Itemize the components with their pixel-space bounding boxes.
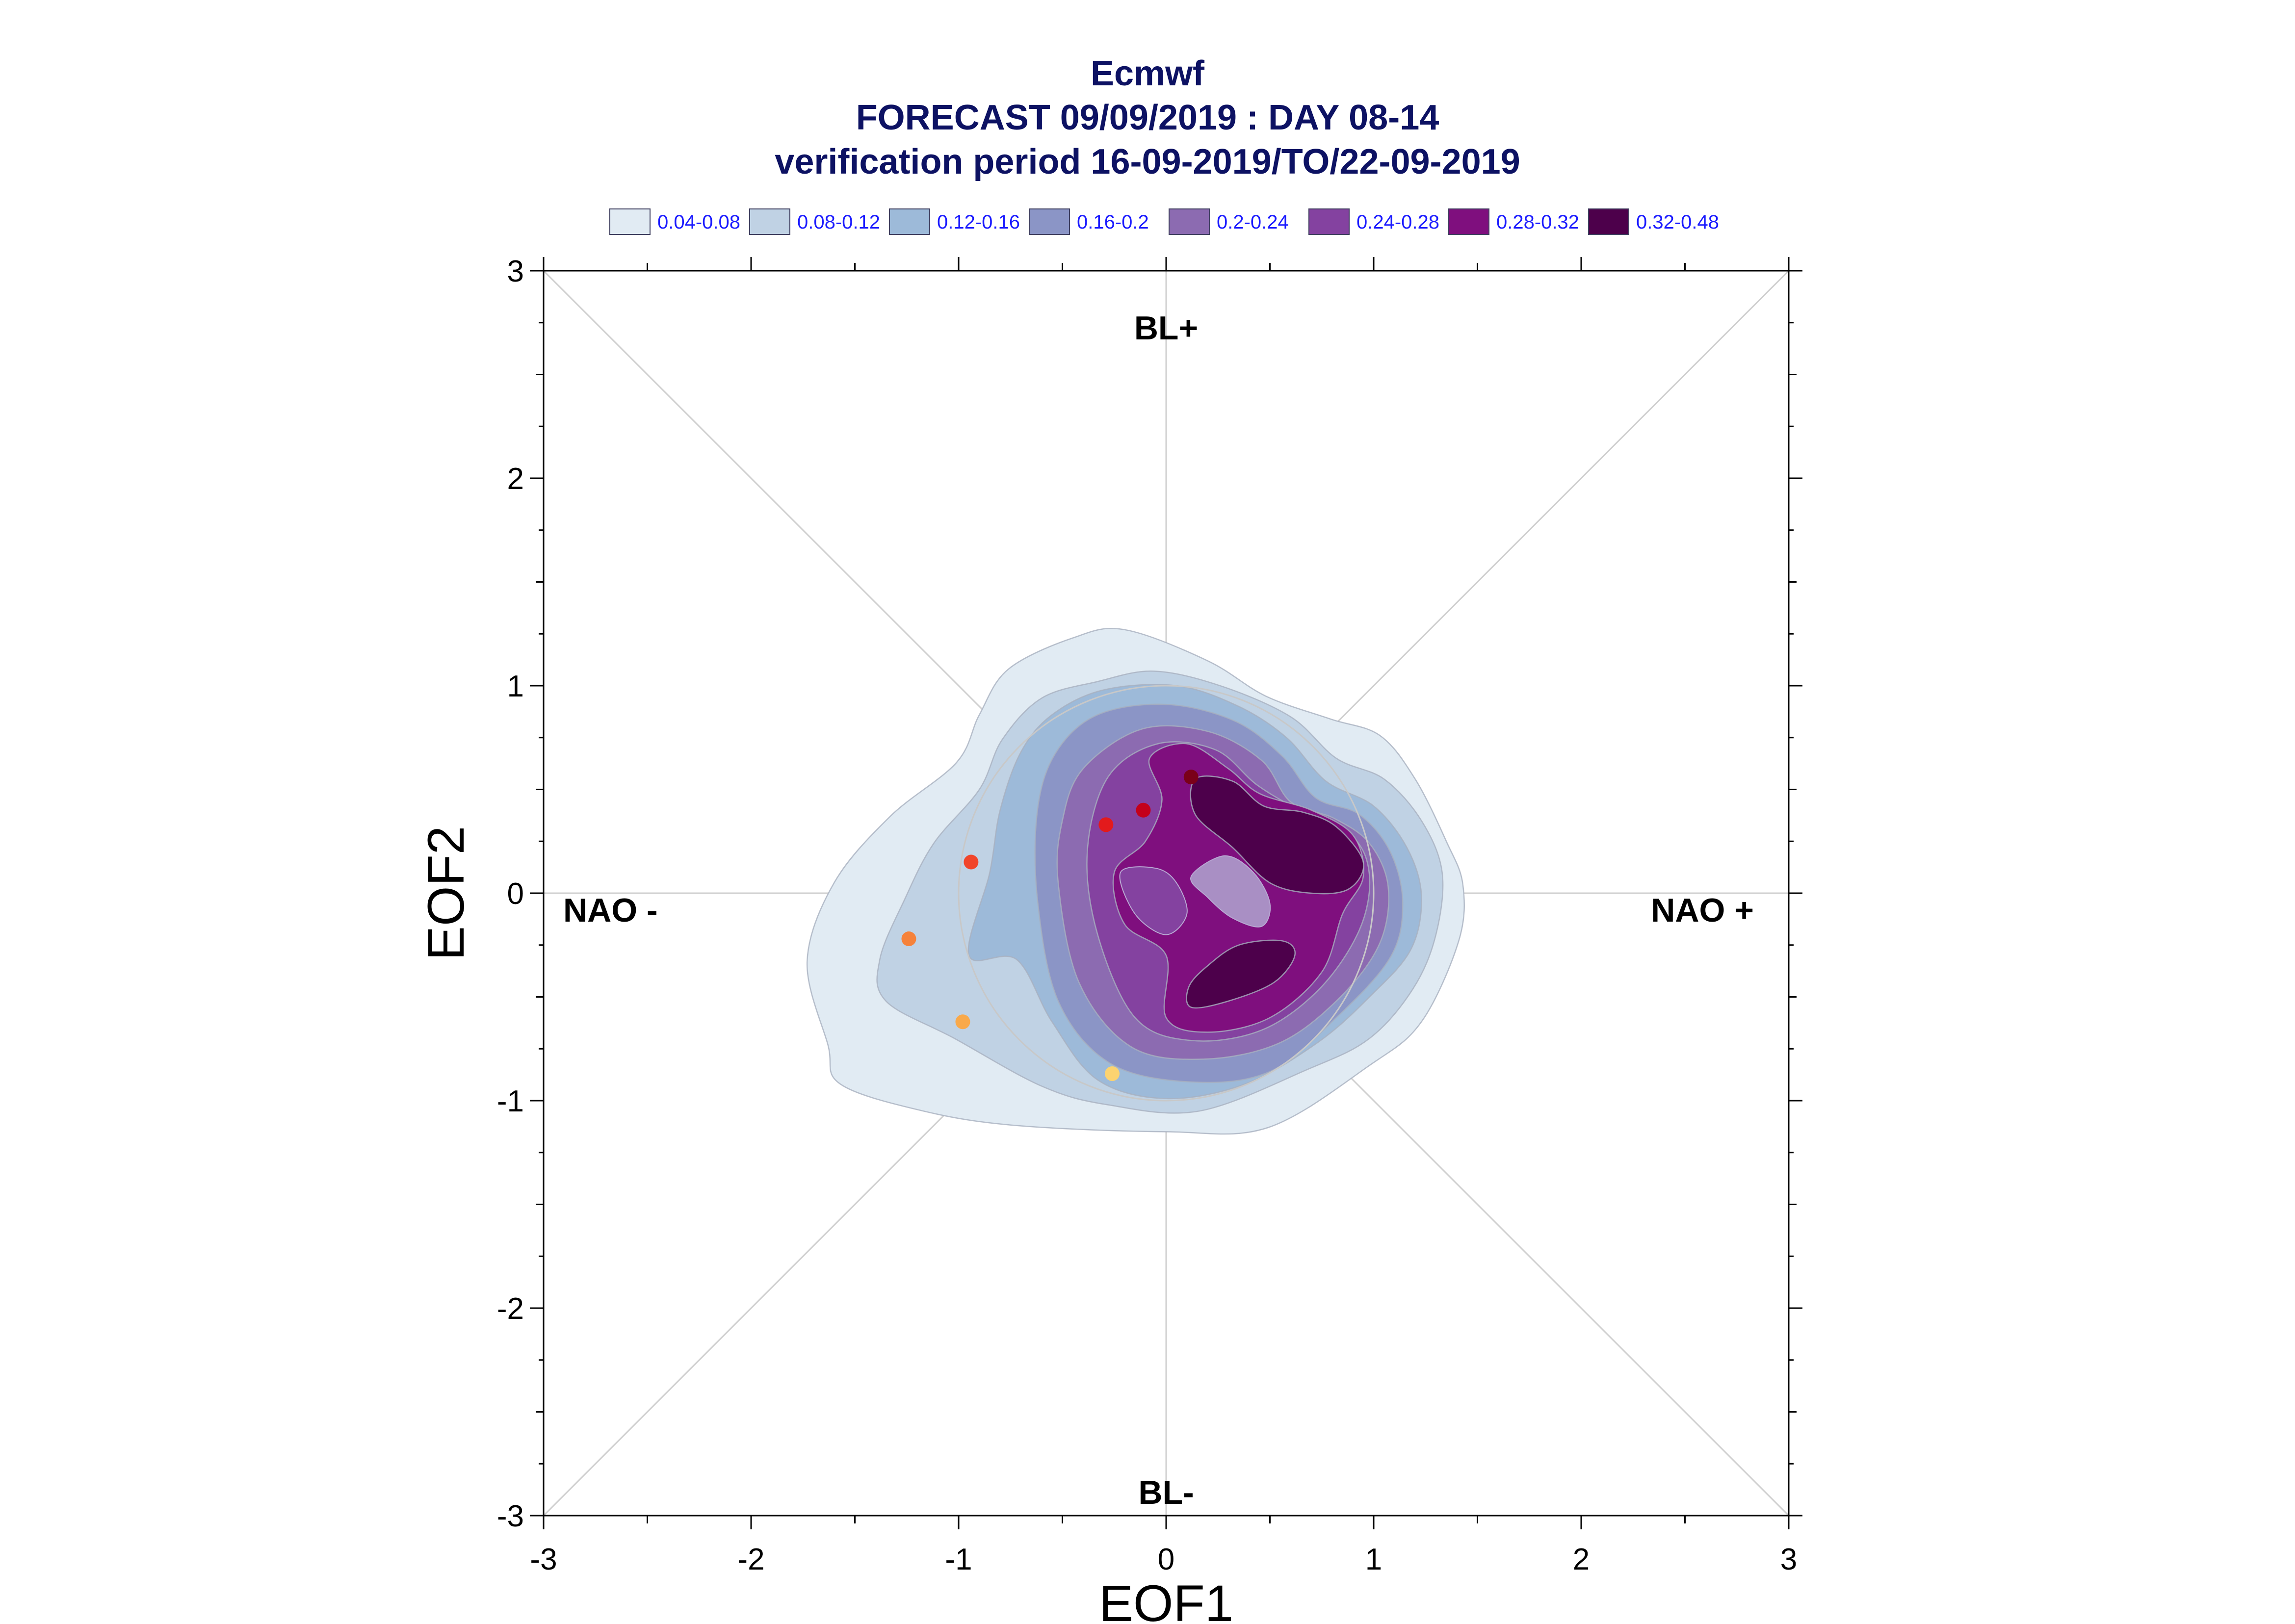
- legend-swatch: [1588, 208, 1629, 235]
- legend-swatch: [1029, 208, 1070, 235]
- y-tick-label: 3: [507, 255, 524, 288]
- regime-label-bl-plus: BL+: [1134, 309, 1198, 347]
- data-point: [1183, 770, 1199, 785]
- x-tick-label: -1: [945, 1543, 972, 1576]
- legend-label: 0.28-0.32: [1496, 211, 1580, 233]
- density-region: [1186, 939, 1296, 1009]
- legend-swatch: [1308, 208, 1350, 235]
- data-point: [1098, 817, 1114, 832]
- legend-label: 0.2-0.24: [1217, 211, 1289, 233]
- legend-label: 0.04-0.08: [657, 211, 741, 233]
- x-tick-label: -2: [737, 1543, 764, 1576]
- axis-ticks: [530, 257, 1802, 1529]
- legend-swatch: [1448, 208, 1489, 235]
- legend-label: 0.12-0.16: [937, 211, 1020, 233]
- density-contours: [806, 628, 1465, 1135]
- density-region: [1119, 866, 1188, 935]
- x-tick-label: 3: [1780, 1543, 1797, 1576]
- data-point: [901, 931, 916, 947]
- x-axis-title: EOF1: [1099, 1575, 1233, 1624]
- data-point: [955, 1014, 970, 1030]
- density-region: [1190, 775, 1364, 895]
- density-region: [1190, 855, 1271, 928]
- legend-swatch: [889, 208, 930, 235]
- y-tick-label: 2: [507, 462, 524, 496]
- legend-label: 0.24-0.28: [1356, 211, 1440, 233]
- data-point: [1136, 802, 1151, 818]
- y-axis-title: EOF2: [417, 826, 475, 960]
- y-tick-label: -1: [497, 1084, 524, 1118]
- x-tick-label: 0: [1158, 1543, 1174, 1576]
- legend-swatch: [1169, 208, 1210, 235]
- title-line-3: verification period 16-09-2019/TO/22-09-…: [775, 142, 1520, 181]
- regime-label-bl-minus: BL-: [1138, 1474, 1194, 1511]
- title-line-2: FORECAST 09/09/2019 : DAY 08-14: [856, 98, 1439, 137]
- title-line-1: Ecmwf: [1090, 54, 1205, 93]
- regime-label-nao-minus: NAO -: [563, 892, 658, 929]
- unit-circle: [958, 685, 1375, 1102]
- x-tick-label: -3: [530, 1543, 557, 1576]
- legend-label: 0.32-0.48: [1636, 211, 1720, 233]
- legend-label: 0.16-0.2: [1077, 211, 1149, 233]
- x-tick-label: 1: [1365, 1543, 1382, 1576]
- y-tick-label: -3: [497, 1499, 524, 1533]
- x-tick-label: 2: [1573, 1543, 1590, 1576]
- regime-label-nao-plus: NAO +: [1651, 892, 1754, 929]
- y-tick-label: 0: [507, 877, 524, 911]
- chart-title: Ecmwf FORECAST 09/09/2019 : DAY 08-14 ve…: [0, 52, 2295, 184]
- legend-label: 0.08-0.12: [797, 211, 881, 233]
- y-tick-label: 1: [507, 670, 524, 703]
- legend-swatch: [609, 208, 651, 235]
- data-point: [1105, 1066, 1120, 1082]
- data-point: [964, 854, 979, 870]
- legend-swatch: [749, 208, 790, 235]
- y-tick-label: -2: [497, 1292, 524, 1326]
